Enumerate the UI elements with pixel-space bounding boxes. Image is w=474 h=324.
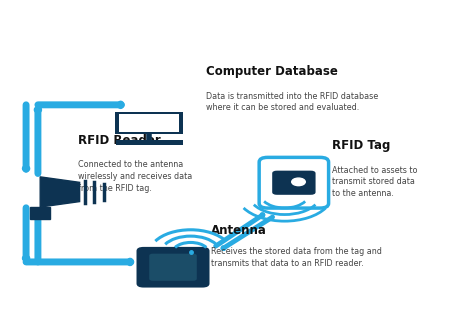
Polygon shape [40, 177, 80, 207]
FancyBboxPatch shape [119, 114, 179, 132]
Text: Computer Database: Computer Database [206, 65, 338, 78]
FancyBboxPatch shape [116, 140, 183, 145]
Text: Receives the stored data from the tag and
transmits that data to an RFID reader.: Receives the stored data from the tag an… [211, 248, 382, 268]
Text: RFID Tag: RFID Tag [332, 139, 390, 152]
FancyBboxPatch shape [272, 171, 316, 195]
FancyBboxPatch shape [259, 157, 328, 208]
Text: Antenna: Antenna [211, 224, 267, 237]
Text: Connected to the antenna
wirelessly and receives data
from the RFID tag.: Connected to the antenna wirelessly and … [78, 160, 192, 193]
Circle shape [292, 178, 305, 186]
FancyBboxPatch shape [137, 247, 210, 288]
Polygon shape [30, 207, 50, 219]
Text: Data is transmitted into the RFID database
where it can be stored and evaluated.: Data is transmitted into the RFID databa… [206, 92, 378, 112]
FancyBboxPatch shape [115, 111, 183, 134]
FancyBboxPatch shape [149, 254, 197, 281]
Text: RFID Reader: RFID Reader [78, 134, 161, 147]
Text: Basic RFID System: Basic RFID System [120, 21, 354, 41]
Text: Attached to assets to
transmit stored data
to the antenna.: Attached to assets to transmit stored da… [332, 166, 417, 198]
